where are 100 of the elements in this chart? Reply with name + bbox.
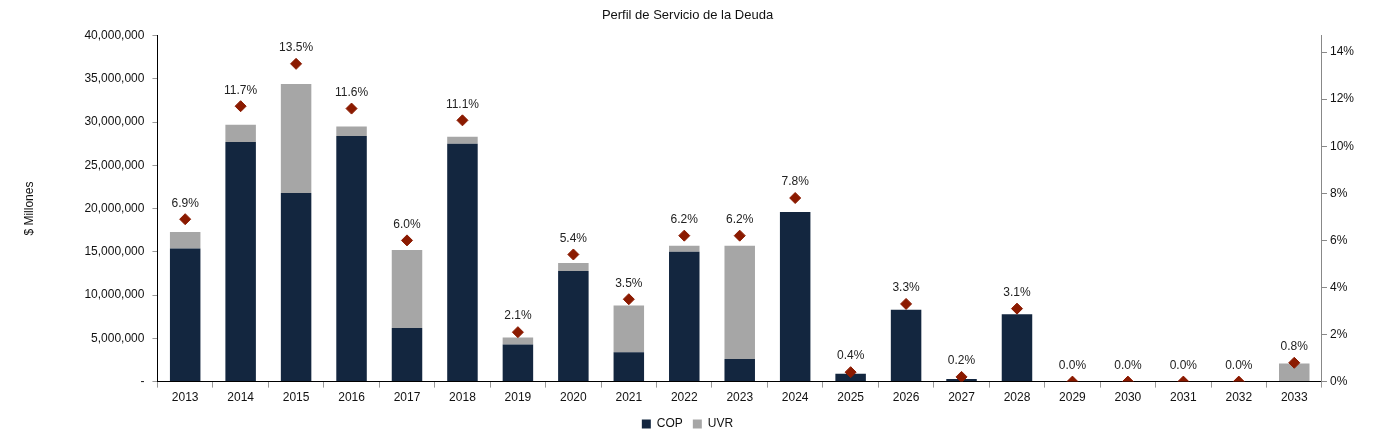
point bbox=[844, 366, 857, 379]
data-label: 5.4% bbox=[559, 230, 588, 245]
x-tick-label: 2033 bbox=[1280, 390, 1308, 405]
y2-tick-label: 8% bbox=[1329, 185, 1348, 200]
data-label: 11.1% bbox=[445, 96, 480, 111]
x-tick-label: 2017 bbox=[393, 390, 421, 405]
bar bbox=[225, 124, 256, 142]
data-label: 3.3% bbox=[892, 280, 921, 295]
x-tick-label: 2023 bbox=[726, 390, 754, 405]
point bbox=[955, 370, 968, 382]
y-tick-label: 35,000,000 bbox=[84, 71, 145, 86]
bar bbox=[724, 359, 755, 382]
x-tick-label: 2027 bbox=[948, 390, 976, 405]
bar bbox=[779, 212, 811, 382]
y-tick-label: 30,000,000 bbox=[84, 114, 145, 129]
bar bbox=[613, 305, 645, 353]
x-tick-label: 2013 bbox=[171, 390, 199, 405]
bar bbox=[502, 344, 534, 382]
point bbox=[622, 293, 635, 306]
point bbox=[456, 114, 469, 127]
x-tick-label: 2024 bbox=[781, 390, 809, 405]
y-tick-label: 15,000,000 bbox=[84, 244, 145, 259]
point bbox=[678, 229, 691, 242]
data-label: 6.0% bbox=[393, 216, 421, 231]
bar bbox=[336, 126, 367, 136]
data-label: 6.2% bbox=[726, 211, 754, 226]
bar bbox=[336, 135, 367, 382]
x-tick-label: 2019 bbox=[504, 390, 532, 405]
y2-tick-label: 0% bbox=[1329, 373, 1348, 388]
y-tick-label: 40,000,000 bbox=[84, 27, 145, 42]
data-label: 0.8% bbox=[1280, 339, 1309, 354]
data-label: 0.0% bbox=[1114, 357, 1142, 372]
point bbox=[567, 248, 580, 261]
y-tick-label: 10,000,000 bbox=[84, 287, 145, 302]
legend-label: UVR bbox=[707, 416, 734, 431]
bar bbox=[169, 231, 201, 249]
bar bbox=[890, 309, 922, 382]
bar bbox=[558, 263, 589, 271]
x-tick-label: 2014 bbox=[227, 390, 255, 405]
data-label: 2.1% bbox=[504, 308, 532, 323]
y2-tick-label: 12% bbox=[1329, 91, 1355, 106]
data-label: 0.4% bbox=[836, 348, 865, 363]
y-tick-label: 20,000,000 bbox=[84, 200, 145, 215]
bar bbox=[447, 143, 478, 382]
x-tick-label: 2028 bbox=[1003, 390, 1031, 405]
bar bbox=[558, 270, 589, 382]
legend-label: COP bbox=[656, 416, 683, 431]
bar bbox=[669, 245, 700, 252]
bar bbox=[280, 84, 312, 194]
bar bbox=[1279, 363, 1310, 382]
data-label: 11.7% bbox=[224, 82, 258, 97]
x-tick-label: 2029 bbox=[1059, 390, 1087, 405]
data-label: 0.2% bbox=[947, 353, 976, 368]
x-tick-label: 2030 bbox=[1114, 390, 1142, 405]
data-label: 0.0% bbox=[1225, 357, 1253, 372]
data-label: 0.0% bbox=[1058, 357, 1087, 372]
y2-tick-label: 6% bbox=[1329, 232, 1348, 247]
x-tick-label: 2020 bbox=[560, 390, 588, 405]
point bbox=[789, 192, 802, 205]
point bbox=[345, 102, 358, 115]
data-label: 3.1% bbox=[1003, 284, 1031, 299]
x-tick-label: 2025 bbox=[837, 390, 865, 405]
data-label: 7.8% bbox=[781, 174, 810, 189]
data-label: 11.6% bbox=[334, 84, 369, 99]
point bbox=[1010, 302, 1023, 315]
bar bbox=[391, 250, 423, 328]
x-tick-label: 2021 bbox=[615, 390, 643, 405]
x-tick-label: 2031 bbox=[1170, 390, 1198, 405]
bar bbox=[502, 337, 534, 345]
chart-title: Perfil de Servicio de la Deuda bbox=[601, 7, 774, 23]
bar bbox=[447, 136, 478, 144]
bar bbox=[280, 193, 312, 382]
y2-tick-label: 4% bbox=[1329, 279, 1348, 294]
x-tick-label: 2026 bbox=[892, 390, 920, 405]
data-label: 3.5% bbox=[615, 275, 643, 290]
point bbox=[1288, 356, 1301, 369]
data-label: 0.0% bbox=[1169, 357, 1198, 372]
y2-tick-label: 10% bbox=[1329, 138, 1355, 153]
point bbox=[234, 100, 247, 113]
x-tick-label: 2015 bbox=[282, 390, 310, 405]
point bbox=[290, 57, 303, 70]
data-label: 13.5% bbox=[279, 40, 314, 55]
bar bbox=[669, 251, 700, 382]
bar bbox=[724, 245, 755, 360]
bar bbox=[225, 142, 256, 382]
y-tick-label: 25,000,000 bbox=[84, 157, 145, 172]
bar bbox=[1001, 314, 1033, 382]
point bbox=[179, 213, 192, 226]
y-tick-label: - bbox=[140, 373, 145, 388]
point bbox=[900, 297, 913, 310]
x-tick-label: 2018 bbox=[449, 390, 477, 405]
y-axis-title: $ Millones bbox=[21, 181, 36, 236]
bar bbox=[169, 248, 201, 382]
data-label: 6.9% bbox=[171, 195, 200, 210]
x-tick-label: 2022 bbox=[670, 390, 698, 405]
data-label: 6.2% bbox=[670, 211, 699, 226]
y2-tick-label: 2% bbox=[1329, 326, 1348, 341]
point bbox=[401, 234, 413, 247]
x-tick-label: 2032 bbox=[1225, 390, 1253, 405]
point bbox=[733, 229, 746, 242]
